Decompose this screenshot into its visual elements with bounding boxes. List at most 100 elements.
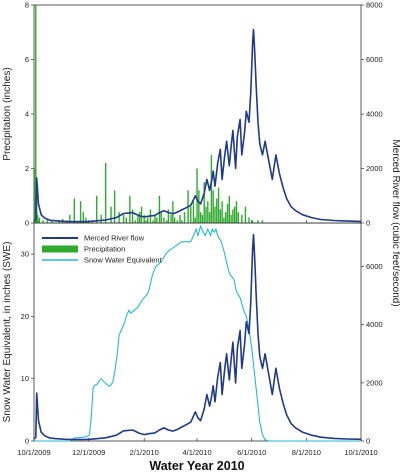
precipitation-bar: [96, 195, 98, 223]
precipitation-bar: [179, 214, 181, 223]
left-tick-label: 30: [21, 250, 29, 259]
precipitation-bar: [237, 212, 239, 223]
x-tick-label: 6/1/2010: [237, 448, 266, 457]
precipitation-bar: [37, 220, 40, 223]
x-tick-label: 10/1/2009: [17, 448, 50, 457]
precipitation-bar: [129, 195, 131, 223]
precipitation-bar: [38, 217, 41, 223]
precipitation-bar: [110, 206, 112, 223]
precipitation-bar: [241, 214, 243, 223]
left-tick-label: 8: [25, 1, 29, 10]
precipitation-bar: [221, 201, 223, 223]
left-tick-label: 0: [25, 219, 29, 228]
precipitation-bar: [203, 182, 205, 223]
precipitation-bar: [251, 220, 254, 223]
right-tick-label: 0: [366, 219, 370, 228]
precipitation-bar: [140, 206, 143, 223]
left-tick-label: 2: [25, 164, 29, 173]
precipitation-bar: [118, 212, 120, 223]
legend-flow-label: Merced River flow: [84, 234, 145, 243]
precipitation-bar: [34, 168, 36, 223]
precipitation-bar: [199, 212, 202, 223]
merced-flow-line: [33, 233, 362, 441]
right-tick-label: 6000: [366, 262, 383, 271]
precipitation-bar: [160, 212, 162, 223]
precipitation-bar: [248, 217, 250, 223]
precipitation-bar: [228, 195, 231, 223]
precipitation-bar: [261, 220, 264, 223]
legend-precip-swatch: [42, 245, 78, 253]
precipitation-bar: [192, 201, 195, 223]
precipitation-bar: [145, 220, 147, 223]
precipitation-bar: [201, 214, 204, 223]
left-tick-label: 4: [25, 110, 29, 119]
precipitation-bar: [208, 212, 211, 223]
x-tick-label: 10/1/2010: [344, 448, 377, 457]
precipitation-bar: [176, 220, 179, 223]
precipitation-bar: [73, 198, 76, 223]
x-tick-label: 4/1/2010: [182, 448, 211, 457]
precipitation-bar: [134, 220, 136, 223]
right-tick-label: 8000: [366, 1, 383, 10]
precipitation-bar: [165, 220, 168, 223]
precipitation-bar: [232, 209, 234, 223]
precipitation-bar: [100, 214, 102, 223]
left-tick-label: 10: [21, 374, 29, 383]
precipitation-bar: [233, 206, 236, 223]
right-tick-label: 2000: [366, 378, 383, 387]
precipitation-bar: [79, 201, 82, 223]
right-tick-label: 6000: [366, 55, 383, 64]
bottom-left-axis-label: Snow Water Equivalent, in inches (SWE): [2, 242, 13, 423]
precipitation-bar: [257, 220, 259, 223]
precipitation-bar: [214, 206, 216, 223]
right-tick-label: 2000: [366, 164, 383, 173]
legend: Merced River flow Precipitation Snow Wat…: [42, 234, 163, 265]
precipitation-bar: [223, 217, 225, 223]
top-panel: 0 2 4 6 8 0 2000 4000 6000 8000: [25, 1, 383, 228]
swe-line: [34, 224, 361, 442]
precipitation-bar: [137, 214, 139, 223]
x-tick-label: 8/1/2010: [292, 448, 321, 457]
precipitation-bar: [183, 212, 186, 223]
precipitation-bar: [152, 220, 154, 223]
bottom-panel: 0 10 20 30 0 2000 4000 6000 10/1/2009 12/1/2009 2/…: [17, 222, 383, 457]
merced-flow-line: [33, 28, 362, 223]
precipitation-bar: [122, 214, 125, 223]
precipitation-bar: [235, 201, 238, 223]
precipitation-bar: [217, 187, 220, 223]
precipitation-bar: [181, 220, 183, 223]
precipitation-bar: [36, 214, 39, 223]
precipitation-bar: [230, 214, 232, 223]
precipitation-bar: [190, 206, 192, 223]
precipitation-bar: [207, 201, 209, 223]
precipitation-bar: [216, 198, 218, 223]
precipitation-bar: [225, 212, 227, 223]
precipitation-bar: [51, 220, 53, 223]
precipitation-bar: [82, 212, 84, 223]
precipitation-bar: [104, 163, 107, 223]
precipitation-bar: [154, 214, 156, 223]
precipitation-bar: [69, 214, 71, 223]
precipitation-bar: [158, 195, 161, 223]
precipitation-bar: [194, 217, 196, 223]
precipitation-bar: [212, 190, 214, 223]
legend-precip-label: Precipitation: [84, 245, 125, 254]
panel-frame: [33, 222, 362, 442]
precipitation-bar: [210, 154, 213, 223]
precipitation-bar: [198, 190, 200, 223]
precipitation-bar: [167, 209, 170, 223]
precipitation-bar: [147, 217, 149, 223]
top-left-axis-label: Precipitation (inches): [2, 67, 13, 160]
precipitation-bar: [163, 217, 165, 223]
precipitation-bar: [226, 203, 229, 223]
right-tick-label: 4000: [366, 320, 383, 329]
precipitation-bar: [172, 201, 174, 223]
left-tick-label: 6: [25, 55, 29, 64]
precipitation-bar: [143, 214, 145, 223]
precipitation-bar: [170, 214, 172, 223]
precipitation-bar: [196, 168, 198, 223]
precipitation-bar: [205, 206, 207, 223]
precipitation-bar: [244, 206, 247, 223]
precipitation-bar: [46, 218, 49, 223]
